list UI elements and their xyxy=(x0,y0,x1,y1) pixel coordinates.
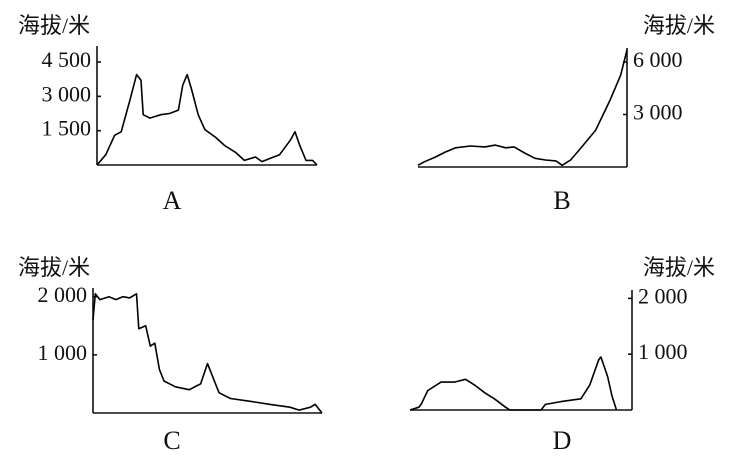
y-tick-label: 2 000 xyxy=(638,283,688,308)
chart-title: D xyxy=(553,426,572,455)
y-axis-label: 海拔/米 xyxy=(643,255,715,280)
chart-title: C xyxy=(163,426,180,455)
y-tick-label: 1 500 xyxy=(42,116,92,141)
profile-line xyxy=(92,293,323,414)
y-axis-label: 海拔/米 xyxy=(18,13,90,38)
profile-line xyxy=(409,356,618,411)
y-tick-label: 3 000 xyxy=(633,100,683,125)
y-tick-label: 2 000 xyxy=(38,282,88,307)
profile-line xyxy=(96,73,318,166)
y-tick-label: 1 000 xyxy=(638,339,688,364)
chart-title: B xyxy=(553,186,570,215)
y-tick-label: 1 000 xyxy=(38,340,88,365)
y-tick-label: 3 000 xyxy=(42,81,92,106)
profile-line xyxy=(417,49,628,167)
y-axis-label: 海拔/米 xyxy=(643,13,715,38)
y-tick-label: 4 500 xyxy=(42,47,92,72)
chart-title: A xyxy=(163,186,182,215)
y-axis-label: 海拔/米 xyxy=(18,255,90,280)
y-tick-label: 6 000 xyxy=(633,47,683,72)
